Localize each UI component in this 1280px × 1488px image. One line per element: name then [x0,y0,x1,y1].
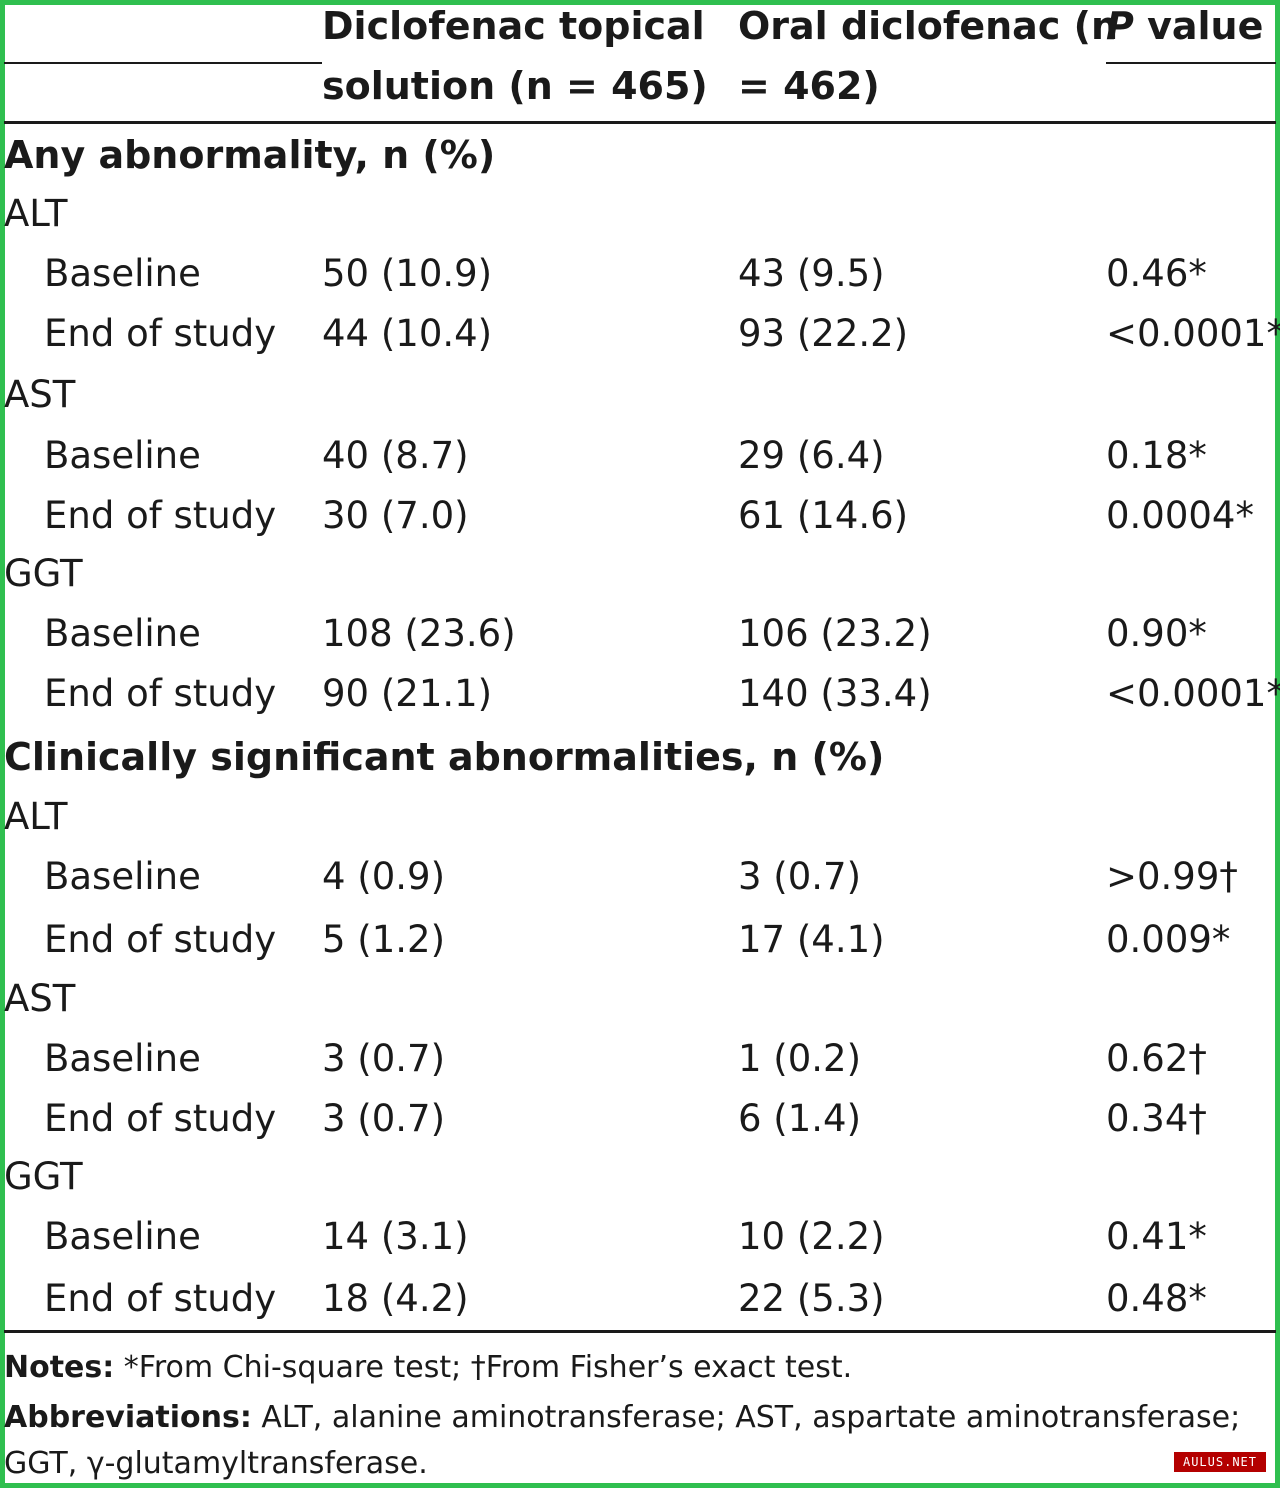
header-pvalue-rest: value [1133,4,1264,48]
cell-oral: 93 (22.2) [738,312,909,355]
notes-label: Notes: [4,1350,115,1385]
cell-oral: 61 (14.6) [738,494,909,537]
watermark-logo: AULUS.NET [1174,1452,1266,1472]
row-label: Baseline [44,252,201,295]
cell-pvalue: <0.0001* [1106,672,1280,715]
group-label-ast: AST [4,977,76,1020]
cell-oral: 1 (0.2) [738,1037,862,1080]
cell-pvalue: 0.18* [1106,434,1207,477]
row-label: End of study [44,312,277,355]
group-label-ast: AST [4,373,76,416]
cell-pvalue: 0.48* [1106,1277,1207,1320]
header-pvalue: P value [1106,0,1263,56]
abbreviations-line-2: GGT, γ-glutamyltransferase. [4,1446,428,1481]
cell-topical: 3 (0.7) [322,1097,446,1140]
abbreviations-label: Abbreviations: [4,1400,252,1435]
cell-pvalue: 0.0004* [1106,494,1254,537]
cell-topical: 40 (8.7) [322,434,469,477]
cell-pvalue: 0.34† [1106,1097,1207,1140]
header-topical-line2: solution (n = 465) [322,64,708,108]
cell-oral: 140 (33.4) [738,672,932,715]
row-label: End of study [44,1277,277,1320]
cell-pvalue: >0.99† [1106,855,1238,898]
group-label-alt: ALT [4,795,68,838]
notes-line: Notes: *From Chi-square test; †From Fish… [4,1344,852,1392]
cell-topical: 90 (21.1) [322,672,493,715]
row-label: End of study [44,1097,277,1140]
row-label: Baseline [44,855,201,898]
cell-topical: 18 (4.2) [322,1277,469,1320]
section-title-clinically-significant: Clinically significant abnormalities, n … [4,735,885,779]
cell-pvalue: 0.90* [1106,612,1207,655]
row-label: End of study [44,672,277,715]
section-title-any-abnormality: Any abnormality, n (%) [4,133,496,177]
cell-topical: 4 (0.9) [322,855,446,898]
cell-pvalue: 0.009* [1106,918,1231,961]
abbreviations-line: Abbreviations: ALT, alanine aminotransfe… [4,1394,1240,1442]
header-top-rule-left [4,62,322,64]
cell-topical: 14 (3.1) [322,1215,469,1258]
cell-oral: 22 (5.3) [738,1277,885,1320]
header-oral-line1: Oral diclofenac (n [738,4,1118,48]
cell-oral: 6 (1.4) [738,1097,862,1140]
cell-oral: 106 (23.2) [738,612,932,655]
cell-pvalue: 0.41* [1106,1215,1207,1258]
cell-topical: 44 (10.4) [322,312,493,355]
cell-topical: 3 (0.7) [322,1037,446,1080]
cell-topical: 50 (10.9) [322,252,493,295]
group-label-alt: ALT [4,192,68,235]
table-bottom-rule [4,1330,1276,1333]
row-label: End of study [44,494,277,537]
row-label: Baseline [44,434,201,477]
row-label: Baseline [44,1215,201,1258]
cell-topical: 108 (23.6) [322,612,516,655]
header-pvalue-italic: P [1106,4,1134,48]
cell-oral: 17 (4.1) [738,918,885,961]
row-label: Baseline [44,612,201,655]
header-bottom-rule [4,121,1276,124]
cell-pvalue: <0.0001* [1106,312,1280,355]
cell-topical: 30 (7.0) [322,494,469,537]
cell-oral: 43 (9.5) [738,252,885,295]
notes-text: *From Chi-square test; †From Fisher’s ex… [114,1350,853,1385]
cell-oral: 10 (2.2) [738,1215,885,1258]
abbreviations-text: ALT, alanine aminotransferase; AST, aspa… [251,1400,1241,1435]
cell-oral: 3 (0.7) [738,855,862,898]
header-topical-line1: Diclofenac topical [322,4,705,48]
group-label-ggt: GGT [4,1155,83,1198]
group-label-ggt: GGT [4,552,83,595]
row-label: Baseline [44,1037,201,1080]
header-oral-line2: = 462) [738,64,880,108]
header-top-rule-right [1106,62,1276,64]
cell-topical: 5 (1.2) [322,918,446,961]
cell-pvalue: 0.62† [1106,1037,1207,1080]
cell-pvalue: 0.46* [1106,252,1207,295]
cell-oral: 29 (6.4) [738,434,885,477]
row-label: End of study [44,918,277,961]
